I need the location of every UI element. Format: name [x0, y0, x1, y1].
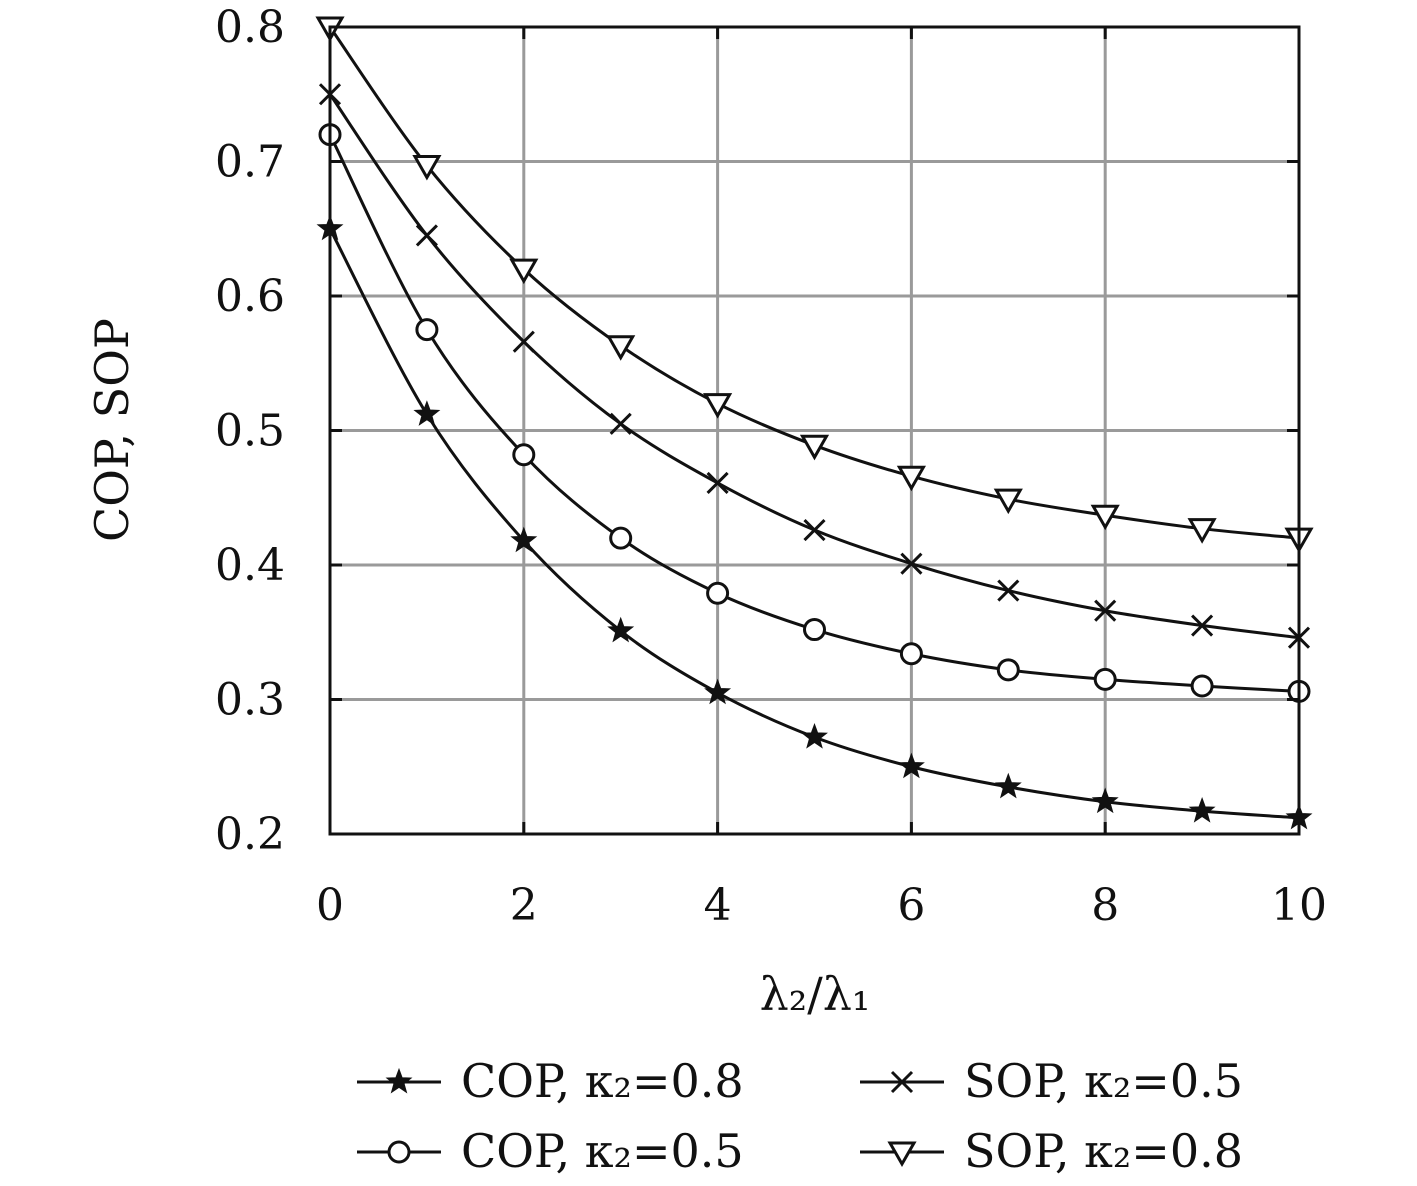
data-point	[799, 434, 830, 461]
data-point	[607, 616, 635, 643]
series-3	[318, 83, 1311, 649]
data-point	[512, 330, 535, 353]
data-point	[1091, 787, 1119, 814]
series-1	[316, 214, 1313, 830]
x-tick-label: 2	[510, 880, 538, 931]
data-point	[703, 393, 733, 419]
series-4	[315, 16, 1314, 554]
x-tick-label: 8	[1091, 880, 1119, 931]
axis-ticks	[328, 25, 1301, 836]
legend-entry: COP, κ₂=0.8	[357, 1054, 744, 1108]
data-point	[512, 443, 536, 467]
data-point	[1094, 599, 1117, 622]
legend-label: SOP, κ₂=0.8	[964, 1124, 1243, 1178]
y-tick-label: 0.6	[215, 271, 285, 322]
data-point	[897, 752, 925, 779]
data-point	[609, 526, 633, 550]
data-point	[609, 412, 632, 435]
data-point	[413, 400, 441, 426]
x-tick-label: 6	[897, 880, 925, 931]
legend-label: SOP, κ₂=0.5	[964, 1054, 1243, 1108]
series-line	[328, 93, 1300, 640]
series-layer	[315, 16, 1314, 830]
x-tick-label: 10	[1271, 880, 1327, 931]
x-tick-label: 4	[704, 880, 732, 931]
data-point	[900, 552, 923, 575]
data-point	[1093, 667, 1117, 691]
x-tick-labels: 0 2 4 6 8 10	[316, 880, 1327, 931]
y-tick-label: 0.4	[215, 540, 285, 591]
series-2	[318, 123, 1311, 703]
legend-marker	[890, 1070, 914, 1094]
data-point	[899, 642, 923, 666]
data-point	[415, 224, 438, 247]
legend-entry: SOP, κ₂=0.8	[860, 1124, 1243, 1178]
data-point	[415, 318, 439, 342]
data-point	[706, 471, 729, 495]
data-point	[997, 579, 1020, 602]
data-point	[801, 722, 828, 749]
series-line	[328, 26, 1300, 540]
data-point	[606, 335, 636, 361]
y-tick-label: 0.8	[215, 2, 285, 53]
x-axis-label: λ₂/λ₁	[760, 967, 871, 1021]
data-point	[412, 155, 442, 181]
y-tick-label: 0.2	[215, 809, 285, 860]
data-point	[994, 772, 1022, 799]
series-line	[328, 228, 1300, 820]
legend: COP, κ₂=0.8 SOP, κ₂=0.5 COP, κ₂=0.5 SOP, κ₂…	[357, 1054, 1243, 1178]
data-point	[803, 518, 826, 542]
data-point	[803, 618, 826, 642]
data-point	[706, 581, 730, 605]
series-line	[328, 133, 1300, 693]
data-point	[996, 658, 1020, 682]
legend-entry: SOP, κ₂=0.5	[860, 1054, 1243, 1108]
legend-entry: COP, κ₂=0.5	[357, 1124, 744, 1178]
data-point	[509, 258, 539, 285]
legend-marker	[387, 1140, 411, 1164]
data-point	[704, 678, 732, 705]
legend-marker	[887, 1141, 917, 1168]
data-point	[1090, 504, 1120, 531]
data-point	[510, 526, 538, 553]
grid-lines	[328, 25, 1301, 836]
y-tick-label: 0.3	[215, 675, 285, 726]
data-point	[1187, 518, 1217, 544]
data-point	[993, 488, 1023, 515]
data-point	[1191, 614, 1214, 637]
data-point	[1190, 674, 1214, 698]
data-point	[896, 465, 926, 492]
y-tick-labels: 0.2 0.3 0.4 0.5 0.6 0.7 0.8	[215, 2, 285, 860]
legend-marker	[385, 1067, 413, 1094]
legend-label: COP, κ₂=0.5	[461, 1124, 744, 1178]
x-tick-label: 0	[316, 880, 344, 931]
legend-label: COP, κ₂=0.8	[461, 1054, 744, 1108]
y-tick-label: 0.5	[215, 406, 285, 457]
y-tick-label: 0.7	[215, 137, 285, 188]
data-point	[1188, 796, 1216, 823]
y-axis-label: COP, SOP	[85, 318, 139, 542]
